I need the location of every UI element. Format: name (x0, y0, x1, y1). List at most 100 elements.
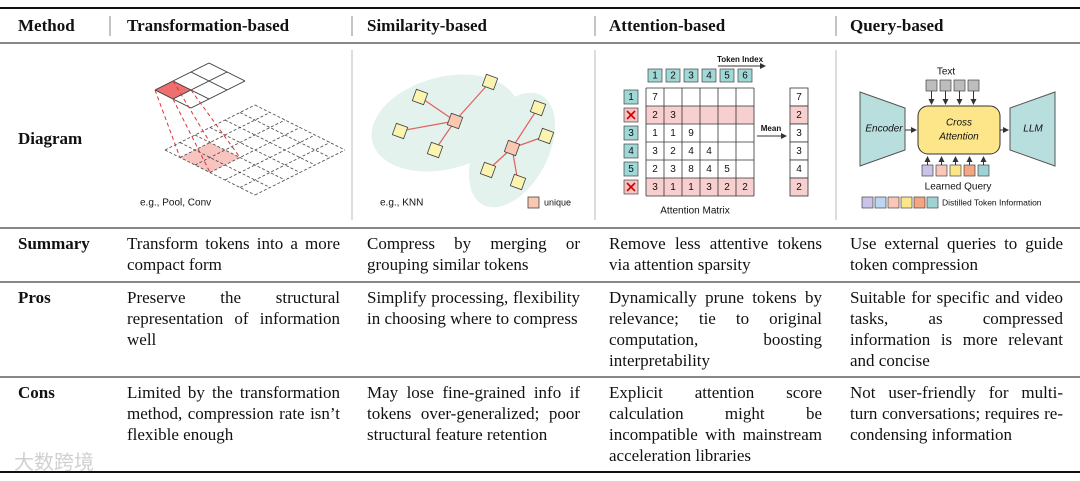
row-token-index: 5 (628, 164, 634, 175)
text-cell: Dynamically prune tokens by relevance; t… (609, 288, 822, 370)
token-node (479, 161, 497, 179)
token-node (529, 99, 547, 117)
llm (1009, 91, 1056, 167)
token-index: 6 (742, 71, 748, 82)
grid-line (172, 71, 228, 100)
llm-label: LLM (1023, 124, 1043, 135)
matrix-value: 5 (724, 164, 730, 175)
token-index: 4 (706, 71, 712, 82)
token-node (426, 141, 444, 159)
text-cell: Explicit attention score calculation mig… (609, 383, 822, 465)
caption: e.g., Pool, Conv (140, 198, 211, 209)
text-label: Text (937, 67, 956, 78)
mean-value: 3 (796, 128, 802, 139)
row-token-index: 4 (628, 146, 634, 157)
grid-line (239, 112, 331, 158)
text-token (925, 79, 938, 92)
merged-node (446, 112, 464, 130)
projection-line (154, 89, 181, 158)
mean-value: 3 (796, 146, 802, 157)
text-cell: Preserve the structural representation o… (127, 288, 340, 349)
matrix-value: 4 (706, 164, 712, 175)
matrix-value: 8 (688, 164, 694, 175)
token-box (701, 68, 717, 83)
edge (511, 107, 539, 149)
matrix-value: 2 (670, 146, 676, 157)
token-node (411, 88, 429, 106)
legend-text: unique (544, 197, 571, 207)
token-index: 2 (670, 71, 676, 82)
grid-line (154, 62, 210, 91)
matrix-value: 2 (742, 182, 748, 193)
header-cell: Similarity-based (367, 16, 487, 35)
matrix-value: 4 (706, 146, 712, 157)
header-cell: Method (18, 16, 75, 35)
row-token (623, 161, 639, 177)
matrix-value: 3 (670, 164, 676, 175)
token-index: 3 (688, 71, 694, 82)
mean-label: Mean (761, 124, 782, 133)
grid-line (254, 149, 346, 196)
edge (419, 96, 456, 122)
cross-attention (917, 105, 1001, 155)
row-label: Summary (18, 234, 90, 253)
grid-line (190, 71, 228, 91)
header-cell: Query-based (850, 16, 944, 35)
mean-value: 2 (796, 182, 802, 193)
text-cell: Transform tokens into a more compact for… (127, 234, 340, 274)
mean-value: 2 (796, 110, 802, 121)
cross-attention-label: Attention (938, 132, 979, 143)
cross-attention-label: Cross (946, 118, 972, 129)
row-token (623, 125, 639, 141)
row-label: Cons (18, 383, 55, 402)
token-box (647, 68, 663, 83)
row-token-index: 3 (628, 128, 634, 139)
distilled-token (874, 196, 887, 209)
projection-line (172, 80, 211, 143)
edge (454, 81, 491, 122)
watermark: 大数跨境 (14, 450, 94, 474)
row-token (623, 89, 639, 105)
query-token (921, 164, 934, 177)
grid-line (239, 142, 331, 188)
text-token (953, 79, 966, 92)
matrix-value: 3 (670, 110, 676, 121)
matrix-value: 1 (670, 182, 676, 193)
text-cell: Suitable for specific and video tasks, a… (850, 288, 1063, 370)
matrix-value: 7 (652, 92, 658, 103)
text-cell: May lose fine-grained info if tokens ove… (367, 383, 580, 444)
edge (399, 120, 456, 132)
grid-line (208, 62, 246, 82)
header-cell: Attention-based (609, 16, 726, 35)
matrix-value: 1 (670, 128, 676, 139)
distilled-token (926, 196, 939, 209)
text-token (939, 79, 952, 92)
token-box (683, 68, 699, 83)
token-node (509, 173, 527, 191)
token-node (481, 73, 499, 91)
distilled-token (900, 196, 913, 209)
grid-line (224, 119, 316, 166)
row-token-index: 1 (628, 92, 634, 103)
query-token (977, 164, 990, 177)
text-cell: Use external queries to guide token comp… (850, 234, 1063, 274)
header-cell: Transformation-based (127, 16, 290, 35)
mean-value: 4 (796, 164, 802, 175)
red-cell (155, 81, 191, 99)
text-cell: Compress by merging or grouping similar … (367, 234, 580, 274)
token-node (391, 122, 409, 140)
matrix-value: 2 (652, 164, 658, 175)
query-token (949, 164, 962, 177)
grid-line (224, 134, 316, 181)
grid-line (209, 127, 301, 173)
token-box (665, 68, 681, 83)
grid-line (194, 119, 286, 166)
matrix-value: 9 (688, 128, 694, 139)
mean-cell (789, 177, 809, 197)
token-index: 5 (724, 71, 730, 82)
matrix-value: 1 (688, 182, 694, 193)
text-token (967, 79, 980, 92)
row-token (623, 143, 639, 159)
